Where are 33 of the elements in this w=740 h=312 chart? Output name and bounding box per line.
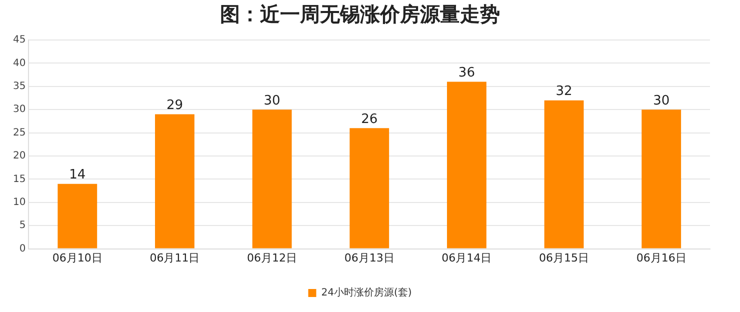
data-label: 30 — [653, 93, 670, 108]
y-tick-label: 25 — [12, 127, 26, 138]
y-tick-label: 10 — [12, 196, 26, 208]
data-label: 14 — [69, 168, 86, 183]
y-tick-label: 15 — [12, 174, 26, 185]
y-tick-label: 5 — [19, 220, 26, 232]
legend-label: 24小时涨价房源(套) — [321, 286, 412, 299]
bar — [544, 100, 584, 248]
data-label: 36 — [458, 66, 475, 81]
x-tick-label: 06月12日 — [247, 251, 298, 264]
data-label: 29 — [166, 98, 183, 114]
bar — [58, 184, 98, 248]
bar — [446, 82, 486, 248]
y-tick-label: 45 — [12, 34, 26, 46]
data-label: 30 — [264, 93, 280, 108]
data-label: 32 — [556, 84, 572, 100]
x-tick-label: 06月11日 — [150, 251, 200, 264]
x-tick-label: 06月13日 — [344, 251, 394, 264]
x-tick-label: 06月10日 — [52, 251, 102, 264]
bar — [350, 128, 390, 248]
x-tick-label: 06月14日 — [442, 251, 492, 264]
data-label: 26 — [361, 112, 378, 128]
bar — [155, 114, 194, 248]
y-tick-label: 0 — [19, 243, 26, 254]
x-tick-label: 06月16日 — [636, 251, 686, 264]
bar — [642, 110, 682, 248]
x-tick-label: 06月15日 — [539, 251, 590, 264]
y-tick-label: 40 — [12, 58, 26, 69]
y-tick-label: 20 — [12, 150, 26, 162]
bar — [252, 110, 292, 248]
chart-title: 图：近一周无锡涨价房源量走势 — [220, 2, 500, 26]
y-tick-label: 30 — [12, 104, 26, 116]
y-tick-label: 35 — [12, 80, 26, 92]
